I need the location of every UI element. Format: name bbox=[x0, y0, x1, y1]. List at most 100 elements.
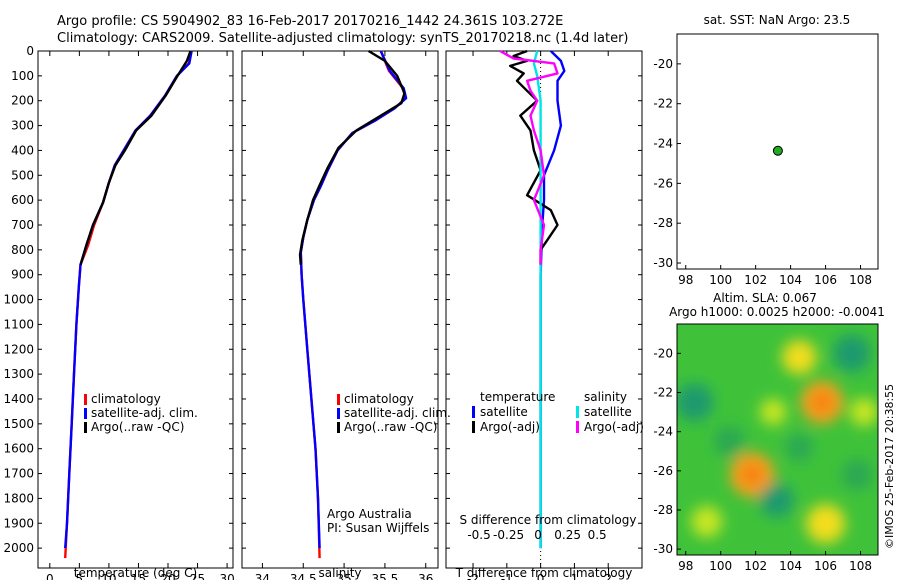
difference-series-salinity-argo-line bbox=[499, 49, 559, 265]
position-xtick-label: 100 bbox=[709, 273, 732, 287]
temperature-legend-label: climatology bbox=[91, 392, 161, 406]
difference-legend-label: Argo(-adj) bbox=[480, 420, 540, 434]
salinity-legend-label: climatology bbox=[344, 392, 414, 406]
salinity-series-argo-line bbox=[298, 49, 406, 265]
temperature-axes-frame bbox=[37, 50, 234, 569]
difference-panel: -2 -1 0 1 2T difference from climatology -0.5… bbox=[445, 49, 644, 580]
sla-xtick-label: 108 bbox=[849, 559, 872, 573]
sla-field bbox=[677, 324, 878, 555]
temperature-legend-swatch bbox=[84, 394, 87, 405]
salinity-xtick-label: 36 bbox=[418, 572, 433, 580]
difference-legend-label: Argo(-adj) bbox=[584, 420, 644, 434]
temperature-ytick-label: 200 bbox=[11, 94, 34, 108]
temperature-ytick-label: 1000 bbox=[3, 293, 34, 307]
temperature-ytick-label: 800 bbox=[11, 243, 34, 257]
salinity-annotation-line1: Argo Australia bbox=[327, 507, 412, 521]
sla-anomaly-blob bbox=[805, 504, 846, 544]
salinity-axes-frame bbox=[241, 50, 439, 569]
sla-anomaly-blob bbox=[841, 459, 873, 491]
difference-xtick-label: -1 bbox=[501, 572, 513, 580]
salinity-legend-label: Argo(..raw -QC) bbox=[344, 420, 437, 434]
difference-legend-title-salinity: salinity bbox=[584, 390, 627, 404]
difference-s-tick-label: -0.5 bbox=[467, 528, 490, 542]
argo-position-marker bbox=[772, 145, 783, 156]
difference-series-temperature-satellite-line bbox=[539, 50, 566, 549]
temperature-xtick-label: 20 bbox=[160, 572, 175, 580]
difference-series-temperature-argo-line bbox=[509, 49, 559, 265]
temperature-xtick-label: 0 bbox=[46, 572, 54, 580]
position-ytick-label: -24 bbox=[653, 137, 673, 151]
difference-legend-swatch bbox=[576, 421, 579, 433]
salinity-legend-swatch bbox=[337, 394, 340, 405]
figure-title-line1: Argo profile: CS 5904902_83 16-Feb-2017 … bbox=[57, 14, 563, 29]
sla-xtick-label: 102 bbox=[744, 559, 767, 573]
difference-xlabel: T difference from climatology bbox=[455, 566, 633, 580]
salinity-xtick-label: 35 bbox=[336, 572, 351, 580]
temperature-legend-label: Argo(..raw -QC) bbox=[91, 420, 184, 434]
sla-xtick-label: 106 bbox=[814, 559, 837, 573]
temperature-panel: 0 5 10 15 20 25 30 temperature (deg C) 0 100 200 30… bbox=[3, 44, 234, 580]
salinity-legend-label: satellite-adj. clim. bbox=[344, 406, 451, 420]
salinity-xtick-label: 34 bbox=[255, 572, 270, 580]
sla-anomaly-blob bbox=[759, 482, 794, 518]
sla-ytick-label: -20 bbox=[653, 346, 673, 360]
temperature-ytick-label: 100 bbox=[11, 69, 34, 83]
temperature-legend-swatch bbox=[84, 408, 87, 419]
sla-ytick-label: -30 bbox=[653, 542, 673, 556]
sla-xtick-label: 104 bbox=[779, 559, 802, 573]
salinity-series-satellite-line bbox=[299, 50, 408, 549]
difference-s-axis-label: S difference from climatology bbox=[460, 513, 637, 527]
position-ytick-label: -30 bbox=[653, 256, 673, 270]
temperature-xtick-label: 15 bbox=[131, 572, 146, 580]
difference-xtick-label: 0 bbox=[537, 572, 545, 580]
difference-xtick-label: 1 bbox=[571, 572, 579, 580]
sla-anomaly-blob bbox=[850, 398, 878, 427]
difference-s-tick-label: -0.25 bbox=[493, 528, 524, 542]
temperature-series-climatology-line bbox=[64, 50, 193, 559]
position-xtick-label: 108 bbox=[849, 273, 872, 287]
difference-xtick-label: -2 bbox=[467, 572, 479, 580]
position-ytick-label: -22 bbox=[653, 97, 673, 111]
temperature-ytick-label: 0 bbox=[26, 44, 34, 58]
figure-title-line2: Climatology: CARS2009. Satellite-adjuste… bbox=[57, 31, 629, 46]
temperature-xtick-label: 5 bbox=[76, 572, 84, 580]
salinity-xlabel: salinity bbox=[318, 566, 361, 580]
sla-title-line2: Argo h1000: 0.0025 h2000: -0.0041 bbox=[669, 305, 885, 319]
temperature-ytick-label: 1400 bbox=[3, 392, 34, 406]
sla-anomaly-blob bbox=[782, 340, 817, 375]
difference-legend-swatch bbox=[472, 406, 475, 418]
sla-xtick-label: 100 bbox=[709, 559, 732, 573]
salinity-legend-swatch bbox=[337, 422, 340, 433]
temperature-ytick-label: 400 bbox=[11, 143, 34, 157]
salinity-panel: 34 34.5 35 35.5 36 salinity climatologysatelli… bbox=[241, 49, 451, 580]
temperature-xlabel: temperature (deg C) bbox=[74, 566, 197, 580]
sla-anomaly-core bbox=[742, 464, 763, 485]
sla-anomaly-blob bbox=[759, 398, 787, 426]
temperature-ytick-label: 900 bbox=[11, 268, 34, 282]
sla-xtick-label: 98 bbox=[678, 559, 693, 573]
difference-legend-swatch bbox=[576, 406, 579, 418]
sla-anomaly-blob bbox=[832, 334, 871, 373]
sla-anomaly-blob bbox=[691, 506, 723, 538]
difference-s-tick-label: 0.5 bbox=[588, 528, 607, 542]
sla-blob-layer bbox=[677, 334, 878, 544]
sla-axes-frame bbox=[676, 323, 879, 556]
position-title: sat. SST: NaN Argo: 23.5 bbox=[704, 13, 851, 27]
temperature-ytick-label: 500 bbox=[11, 168, 34, 182]
sla-anomaly-core bbox=[812, 392, 832, 412]
imos-credit: ©IMOS 25-Feb-2017 20:38:55 bbox=[883, 384, 896, 549]
salinity-annotation-line2: PI: Susan Wijffels bbox=[327, 521, 429, 535]
difference-series-salinity-satellite-line bbox=[532, 50, 542, 549]
temperature-ytick-label: 1200 bbox=[3, 342, 34, 356]
difference-axes-frame bbox=[445, 50, 643, 569]
difference-xtick-label: 2 bbox=[604, 572, 612, 580]
sla-ytick-label: -26 bbox=[653, 464, 673, 478]
position-map-panel: sat. SST: NaN Argo: 23.5 98 100 102 104 106 10… bbox=[653, 13, 879, 287]
difference-legend-swatch bbox=[472, 421, 475, 433]
position-xtick-label: 102 bbox=[744, 273, 767, 287]
sla-ytick-label: -24 bbox=[653, 425, 673, 439]
temperature-series-satellite-line bbox=[64, 50, 193, 549]
temperature-legend-label: satellite-adj. clim. bbox=[91, 406, 198, 420]
temperature-xtick-label: 30 bbox=[219, 572, 234, 580]
